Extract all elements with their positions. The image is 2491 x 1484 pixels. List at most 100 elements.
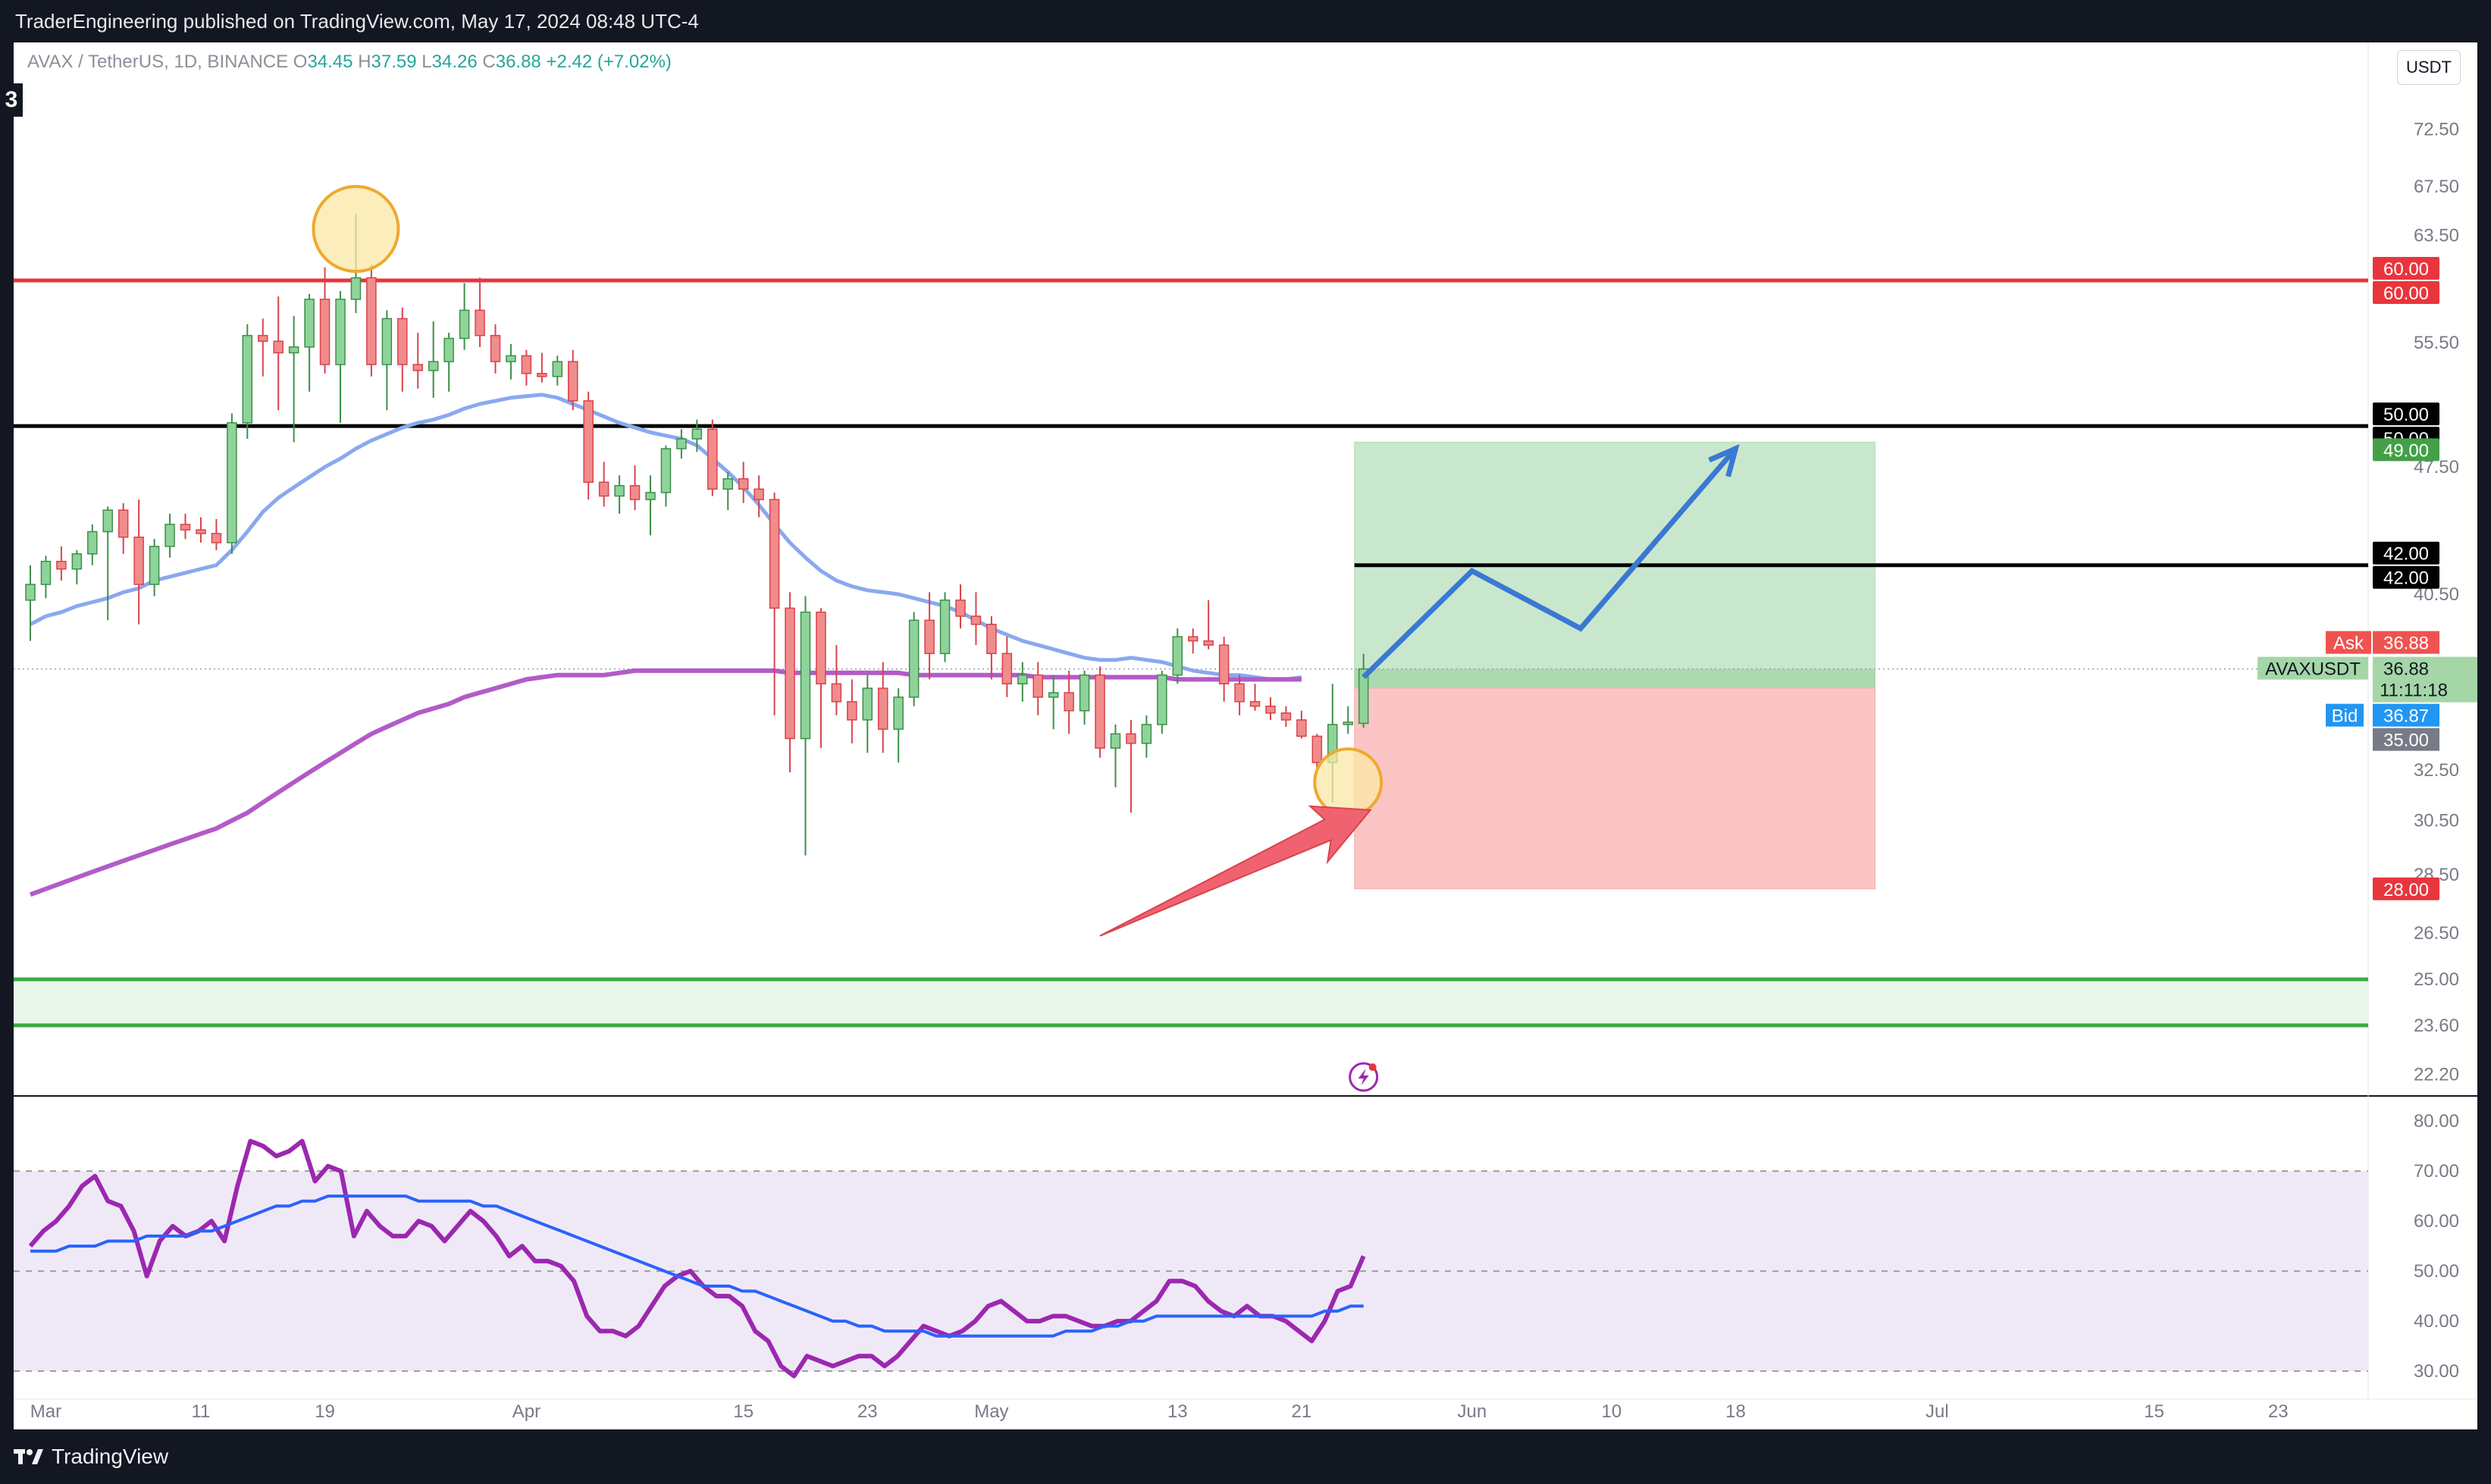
date-tick: 15 xyxy=(733,1401,754,1422)
chart-frame[interactable]: 72.50 67.50 63.50 55.50 47.50 40.50 32.50 30.50… xyxy=(14,42,2477,1429)
candle xyxy=(1265,697,1276,720)
candle-body xyxy=(707,428,718,490)
candle-body xyxy=(955,600,966,617)
ema_slow-line xyxy=(29,668,1302,897)
open-value: 34.45 xyxy=(307,52,353,72)
candle-body xyxy=(785,607,795,740)
candle-body xyxy=(676,438,687,449)
candle-body xyxy=(71,553,83,570)
candle xyxy=(1203,600,1214,650)
candle xyxy=(645,475,656,536)
candle xyxy=(490,324,501,374)
price-tag-stop: 28.00 xyxy=(2383,880,2429,900)
candle-body xyxy=(490,334,501,362)
candle xyxy=(475,277,485,347)
price-tag-50-top-bg xyxy=(2373,402,2439,426)
date-tick: 21 xyxy=(1292,1401,1312,1422)
last-price-bg xyxy=(2373,656,2477,703)
candle-body xyxy=(40,560,52,585)
price-tag-res-top: 60.00 xyxy=(2383,259,2429,280)
candle-body xyxy=(552,361,563,377)
date-tick: May xyxy=(974,1401,1008,1422)
candle-body xyxy=(1280,712,1292,721)
candle-body xyxy=(800,611,811,740)
candle-body xyxy=(521,355,532,374)
candle-body xyxy=(722,477,733,490)
candle-body xyxy=(164,524,175,547)
candle-body xyxy=(1203,640,1214,646)
candle xyxy=(1079,670,1090,725)
ask-label: Ask xyxy=(2333,634,2364,654)
rsi-tick: 70.00 xyxy=(2414,1161,2459,1182)
date-tick: 23 xyxy=(857,1401,878,1422)
high-value: 37.59 xyxy=(371,52,417,72)
candle xyxy=(443,332,454,392)
candle xyxy=(1126,719,1136,813)
rsi-line xyxy=(28,1138,1366,1379)
candle xyxy=(164,513,175,558)
currency-button[interactable]: USDT xyxy=(2397,50,2461,85)
candle-body xyxy=(102,509,113,533)
candle-body xyxy=(56,560,67,570)
candle-body xyxy=(1311,735,1323,763)
candle xyxy=(381,310,393,411)
candle-body xyxy=(816,611,826,684)
candle xyxy=(319,267,331,374)
candle-body xyxy=(583,400,594,483)
candle xyxy=(1311,734,1323,773)
candle-body xyxy=(1079,674,1090,712)
candle xyxy=(335,291,346,423)
candle-body xyxy=(754,488,764,500)
date-tick: Jun xyxy=(1457,1401,1487,1422)
candle xyxy=(149,539,160,596)
candle xyxy=(1157,670,1167,734)
candle-body xyxy=(1265,705,1276,714)
candle-body xyxy=(1095,674,1105,749)
candle-body xyxy=(118,509,129,538)
rsi-tick: 40.00 xyxy=(2414,1311,2459,1332)
candle xyxy=(521,349,532,386)
candle-body xyxy=(908,619,920,698)
candle-body xyxy=(691,428,703,440)
candle xyxy=(1095,666,1105,758)
left-edge-badge: 3 xyxy=(0,83,23,117)
candle xyxy=(273,296,284,411)
price-tag-res-top-bg xyxy=(2373,257,2439,280)
candle-body xyxy=(1001,653,1013,684)
hint-arrow-icon xyxy=(1099,805,1372,937)
symbol-legend: AVAX / TetherUS, 1D, BINANCE O34.45 H37.… xyxy=(27,52,672,73)
candle xyxy=(722,471,733,511)
candle xyxy=(552,355,563,386)
candle xyxy=(1017,662,1028,702)
candle xyxy=(660,445,672,507)
date-tick: Apr xyxy=(512,1401,540,1422)
candle-body xyxy=(288,346,299,354)
candle xyxy=(211,518,222,550)
candle xyxy=(924,592,935,680)
candle-body xyxy=(475,309,485,337)
open-label: O xyxy=(293,52,308,72)
candle-body xyxy=(1249,701,1261,707)
tradingview-brand[interactable]: TradingView xyxy=(14,1445,168,1469)
candle xyxy=(1358,653,1369,728)
candle xyxy=(412,332,423,389)
flash-icon-bolt xyxy=(1358,1069,1369,1085)
candle xyxy=(1234,675,1245,715)
candle-body xyxy=(1157,674,1167,725)
candle xyxy=(676,429,687,459)
candle-body xyxy=(1234,683,1245,703)
tradingview-wordmark: TradingView xyxy=(52,1445,169,1468)
candle-body xyxy=(87,531,98,555)
tradingview-logo-icon xyxy=(14,1449,43,1464)
date-tick: 11 xyxy=(191,1401,210,1422)
ask-value: 36.88 xyxy=(2383,634,2429,654)
date-tick: 23 xyxy=(2268,1401,2289,1422)
candle xyxy=(831,645,842,715)
price-chart-svg[interactable]: 72.5067.5063.5055.5047.5040.5032.5030.50… xyxy=(14,42,2477,1429)
projection-path xyxy=(1361,446,1738,680)
stop-zone xyxy=(1354,687,1876,890)
price-tick: 55.50 xyxy=(2414,333,2459,353)
price-tag-42-bot-bg xyxy=(2373,565,2439,589)
price-tick: 63.50 xyxy=(2414,225,2459,246)
candle-body xyxy=(335,299,346,365)
